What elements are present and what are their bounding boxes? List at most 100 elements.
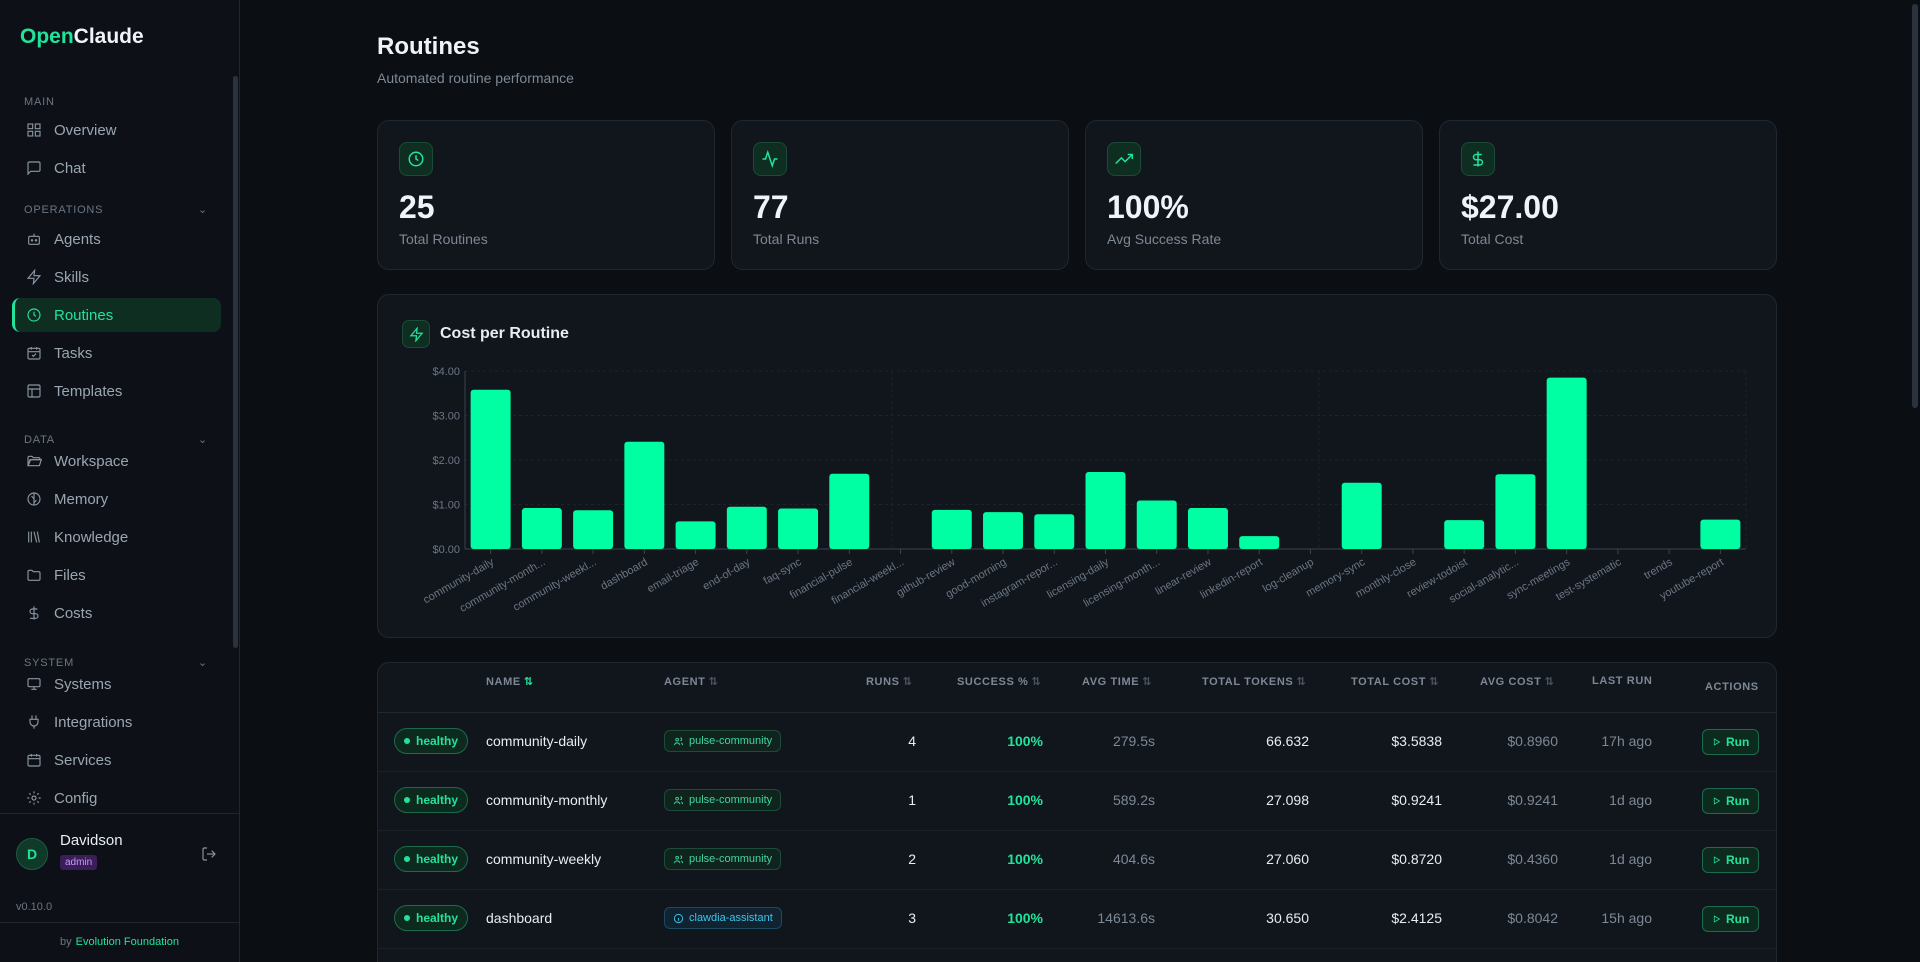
bolt-icon: [402, 320, 430, 348]
sidebar-item-routines[interactable]: Routines: [12, 298, 221, 332]
sidebar-item-memory[interactable]: Memory: [12, 482, 221, 516]
clock-icon: [399, 142, 433, 176]
run-button[interactable]: Run: [1702, 788, 1760, 814]
total-cost-value: $3.5838: [1391, 733, 1442, 749]
grid-icon: [26, 122, 42, 138]
x-tick-label: community-weekl...: [511, 556, 599, 613]
routine-name[interactable]: community-weekly: [486, 851, 602, 867]
status-dot-icon: [404, 738, 410, 744]
x-tick-label: trends: [1642, 556, 1675, 582]
sidebar-item-integrations[interactable]: Integrations: [12, 705, 221, 739]
sidebar-item-label: Templates: [54, 382, 123, 400]
sort-icon: ⇅: [1031, 676, 1042, 688]
th-success[interactable]: SUCCESS % ⇅: [957, 676, 1042, 688]
activity-icon: [753, 142, 787, 176]
routine-name[interactable]: dashboard: [486, 910, 553, 926]
avg-time-value: 14613.6s: [1097, 910, 1155, 926]
th-runs[interactable]: RUNS ⇅: [866, 676, 913, 688]
th-total-cost[interactable]: TOTAL COST ⇅: [1351, 676, 1439, 688]
status-badge: healthy: [394, 728, 469, 754]
chevron-down-icon[interactable]: ⌄: [198, 204, 209, 216]
section-label-data[interactable]: DATA ⌄: [24, 434, 209, 446]
avg-time-value: 589.2s: [1112, 792, 1155, 808]
status-badge: healthy: [394, 905, 469, 931]
avg-cost-value: $0.9241: [1507, 792, 1558, 808]
run-button[interactable]: Run: [1702, 729, 1760, 755]
table-header: NAME ⇅ AGENT ⇅ RUNS ⇅ SUCCESS % ⇅ AVG TIME ⇅ …: [378, 663, 1776, 713]
routine-name[interactable]: community-daily: [486, 733, 588, 749]
sidebar-item-workspace[interactable]: Workspace: [12, 444, 221, 478]
foundation-link[interactable]: Evolution Foundation: [75, 936, 179, 948]
chevron-down-icon[interactable]: ⌄: [198, 434, 209, 446]
page-scrollbar[interactable]: [1912, 4, 1918, 408]
section-label-system[interactable]: SYSTEM ⌄: [24, 657, 209, 669]
sidebar-item-agents[interactable]: Agents: [12, 222, 221, 256]
sidebar-item-config[interactable]: Config: [12, 781, 221, 815]
chart-card: $0.00 $1.00 $2.00 $3.00 $4.00 community-daily…: [377, 294, 1777, 638]
play-icon: [1712, 796, 1726, 806]
sidebar-item-label: Chat: [54, 159, 86, 177]
by-text: by: [60, 936, 72, 948]
runs-value: 3: [908, 910, 916, 926]
table-row[interactable]: healthy dashboard clawdia-assistant 3 100% 14…: [378, 890, 1776, 949]
th-avg-cost[interactable]: AVG COST ⇅: [1480, 676, 1555, 688]
sidebar-item-systems[interactable]: Systems: [12, 667, 221, 701]
sidebar-item-costs[interactable]: Costs: [12, 596, 221, 630]
avg-time-value: 279.5s: [1112, 733, 1155, 749]
status-dot-icon: [404, 797, 410, 803]
status-badge: healthy: [394, 846, 469, 872]
table-row[interactable]: healthy community-weekly pulse-community 2 1…: [378, 831, 1776, 890]
section-label-operations[interactable]: OPERATIONS ⌄: [24, 204, 209, 216]
avatar[interactable]: D: [16, 838, 48, 870]
sidebar-item-files[interactable]: Files: [12, 558, 221, 592]
th-avg-time[interactable]: AVG TIME ⇅: [1082, 676, 1152, 688]
success-value: 100%: [1007, 733, 1043, 749]
th-last-run[interactable]: LAST RUN: [1592, 675, 1653, 687]
tokens-value: 30.650: [1266, 910, 1309, 926]
th-name[interactable]: NAME ⇅: [486, 676, 534, 688]
sidebar-item-overview[interactable]: Overview: [12, 113, 221, 147]
run-button[interactable]: Run: [1702, 847, 1760, 873]
by-line: by Evolution Foundation: [60, 936, 179, 948]
bar-instagram-repor: [1034, 514, 1075, 549]
sidebar-item-services[interactable]: Services: [12, 743, 221, 777]
total-cost-value: $2.4125: [1391, 910, 1442, 926]
run-button[interactable]: Run: [1702, 906, 1760, 932]
sidebar-item-skills[interactable]: Skills: [12, 260, 221, 294]
x-tick-label: faq-sync: [762, 556, 804, 587]
x-tick-label: end-of-day: [701, 556, 753, 593]
agent-badge[interactable]: pulse-community: [664, 730, 782, 752]
sidebar-item-tasks[interactable]: Tasks: [12, 336, 221, 370]
users-icon: [673, 854, 689, 865]
bar-sync-meetings: [1546, 377, 1587, 549]
runs-value: 4: [908, 733, 916, 749]
chevron-down-icon[interactable]: ⌄: [198, 657, 209, 669]
agent-badge[interactable]: pulse-community: [664, 848, 782, 870]
agent-badge[interactable]: pulse-community: [664, 789, 782, 811]
logout-icon[interactable]: [201, 846, 217, 862]
page-title: Routines: [377, 33, 480, 60]
users-icon: [673, 795, 689, 806]
last-run-value: 1d ago: [1609, 792, 1652, 808]
table-row[interactable]: healthy community-daily pulse-community 4 10…: [378, 713, 1776, 772]
sidebar-item-label: Costs: [54, 604, 93, 622]
sidebar-item-knowledge[interactable]: Knowledge: [12, 520, 221, 554]
table-row[interactable]: healthy community-monthly pulse-community 1…: [378, 772, 1776, 831]
th-agent[interactable]: AGENT ⇅: [664, 676, 719, 688]
cost-per-routine-chart: $0.00$1.00$2.00$3.00$4.00community-daily…: [421, 366, 1747, 615]
brand-logo[interactable]: OpenClaude: [20, 25, 144, 49]
x-tick-label: dashboard: [599, 556, 650, 592]
agent-badge[interactable]: clawdia-assistant: [664, 907, 782, 929]
bar-licensing-month: [1136, 500, 1177, 549]
page-subtitle: Automated routine performance: [377, 70, 574, 86]
stat-card: $27.00 Total Cost: [1439, 120, 1777, 270]
tokens-value: 27.060: [1266, 851, 1309, 867]
sidebar-item-templates[interactable]: Templates: [12, 374, 221, 408]
sidebar-item-label: Files: [54, 566, 86, 584]
sidebar-item-chat[interactable]: Chat: [12, 151, 221, 185]
th-total-tokens[interactable]: TOTAL TOKENS ⇅: [1202, 676, 1307, 688]
sidebar-scrollbar[interactable]: [233, 76, 238, 648]
bar-linear-review: [1187, 508, 1228, 549]
routine-name[interactable]: community-monthly: [486, 792, 608, 808]
x-tick-label: email-triage: [645, 556, 701, 595]
